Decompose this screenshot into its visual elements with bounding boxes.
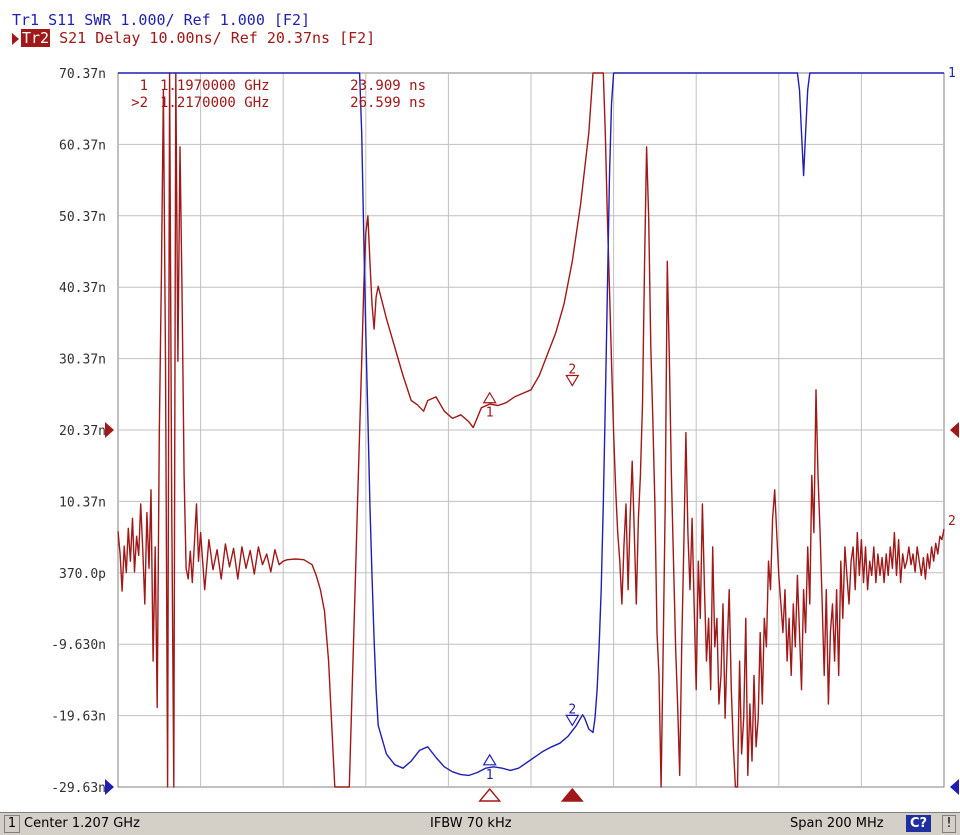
y-tick-label: 70.37n <box>59 67 106 82</box>
marker-1-triangle <box>482 753 497 766</box>
marker-2-label: 2 <box>568 363 576 378</box>
marker-2-triangle <box>565 374 580 387</box>
marker-1-label: 1 <box>486 406 494 421</box>
marker-row-value: 23.909 ns <box>350 78 426 94</box>
bottom-marker-2-icon <box>560 787 584 802</box>
status-bar: 1 Center 1.207 GHz IFBW 70 kHz Span 200 … <box>0 812 960 835</box>
marker-row-id: 1 <box>140 78 148 94</box>
bottom-marker-1-icon <box>478 787 502 802</box>
plot-area[interactable]: 70.37n 60.37n 50.37n 40.37n 30.37n 20.37n 10.3… <box>0 0 960 812</box>
trace1-end-label: 1 <box>948 66 956 81</box>
y-tick-label: 20.37n <box>59 424 106 439</box>
warning-indicator[interactable]: ! <box>942 815 956 833</box>
trace1-settings: S11 SWR 1.000/ Ref 1.000 [F2] <box>48 11 311 29</box>
center-frequency[interactable]: Center 1.207 GHz <box>24 816 140 831</box>
span-value[interactable]: Span 200 MHz <box>790 816 884 831</box>
active-trace-arrow-icon <box>12 32 19 45</box>
y-tick-label: -9.630n <box>51 638 106 653</box>
trace1-ref-arrow-right-icon <box>950 779 959 795</box>
trace2-settings: S21 Delay 10.00ns/ Ref 20.37ns [F2] <box>59 29 376 47</box>
y-tick-label: -19.63n <box>51 710 106 725</box>
trace1-label: Tr1 <box>12 11 40 29</box>
marker-row-value: 26.599 ns <box>350 95 426 111</box>
y-tick-label: -29.63n <box>51 781 106 796</box>
channel-indicator[interactable]: 1 <box>4 815 20 833</box>
y-tick-label: 30.37n <box>59 353 106 368</box>
y-tick-label: 370.0p <box>59 567 106 582</box>
ref-level-arrow-left-icon <box>105 422 114 438</box>
marker-2-label: 2 <box>568 702 576 717</box>
trace1-line <box>118 72 944 777</box>
ref-level-arrow-right-icon <box>950 422 959 438</box>
trace2-end-label: 2 <box>948 514 956 529</box>
trace1-line[interactable]: Tr1 S11 SWR 1.000/ Ref 1.000 [F2] <box>12 12 310 29</box>
trace2-line <box>117 72 945 788</box>
calibration-status[interactable]: C? <box>906 815 932 832</box>
marker-1-triangle <box>482 391 497 404</box>
trace-header: Tr1 S11 SWR 1.000/ Ref 1.000 [F2] Tr2 S2… <box>0 0 960 62</box>
marker-row-frequency: 1.1970000 GHz <box>160 78 270 94</box>
trace1-ref-arrow-left-icon <box>105 779 114 795</box>
y-tick-label: 40.37n <box>59 281 106 296</box>
y-tick-label: 50.37n <box>59 210 106 225</box>
marker-1-label: 1 <box>486 768 494 783</box>
trace2-line[interactable]: Tr2 S21 Delay 10.00ns/ Ref 20.37ns [F2] <box>12 29 376 47</box>
marker-row-id: >2 <box>131 95 148 111</box>
y-tick-label: 10.37n <box>59 495 106 510</box>
marker-row-frequency: 1.2170000 GHz <box>160 95 270 111</box>
marker-2-triangle <box>565 714 580 727</box>
ifbw-value[interactable]: IFBW 70 kHz <box>430 816 512 831</box>
trace2-label: Tr2 <box>21 29 51 47</box>
y-tick-label: 60.37n <box>59 138 106 153</box>
